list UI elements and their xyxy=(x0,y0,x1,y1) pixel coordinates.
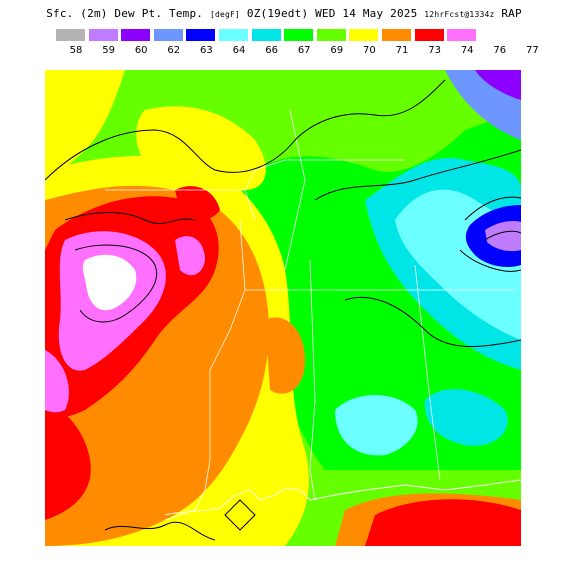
legend-label-63: 63 xyxy=(200,45,213,56)
field-59 xyxy=(485,220,521,252)
contour-line xyxy=(344,296,521,347)
border-line xyxy=(284,109,306,271)
field-64b xyxy=(335,395,418,456)
legend-swatch-64 xyxy=(219,29,248,41)
legend-label-62: 62 xyxy=(167,45,181,56)
legend-swatch-63 xyxy=(186,29,216,41)
legend-label-58: 58 xyxy=(69,45,83,56)
legend-label-73: 73 xyxy=(428,45,441,56)
legend-label-69: 69 xyxy=(330,45,344,56)
legend-swatch-71 xyxy=(382,29,411,41)
field-66b xyxy=(424,389,508,446)
contour-line xyxy=(459,249,521,272)
field-73c xyxy=(365,499,521,546)
legend-swatch-73 xyxy=(414,29,444,41)
legend-label-66: 66 xyxy=(265,45,278,56)
border-line xyxy=(244,159,405,191)
dewpoint-contours xyxy=(45,79,521,541)
legend-swatch-58 xyxy=(56,29,85,41)
coastline xyxy=(164,479,521,516)
field-71b xyxy=(265,317,305,394)
contour-line xyxy=(74,244,158,323)
contour-line xyxy=(45,79,446,181)
legend-swatch-60 xyxy=(121,29,151,41)
legend-swatch-70 xyxy=(349,29,379,41)
field-70-north xyxy=(45,70,125,180)
dewpoint-map xyxy=(45,70,521,546)
field-74c xyxy=(45,350,69,413)
title-init: 12hrFcst@1334z xyxy=(424,10,495,19)
field-70b xyxy=(136,106,266,190)
legend-label-64: 64 xyxy=(232,45,246,56)
title-model: RAP xyxy=(501,7,522,20)
border-line xyxy=(209,219,246,460)
border-line xyxy=(414,264,441,481)
contour-line xyxy=(64,212,196,225)
title-main: Sfc. (2m) Dew Pt. Temp. xyxy=(46,7,204,20)
legend-swatch-67 xyxy=(284,29,314,41)
title-time: 0Z(19edt) WED 14 May 2025 xyxy=(246,7,418,20)
legend-label-71: 71 xyxy=(395,45,409,56)
legend-swatch-69 xyxy=(316,29,346,41)
legend-swatch-59 xyxy=(88,29,118,41)
state-borders xyxy=(105,109,515,521)
border-line xyxy=(309,259,316,501)
field-76 xyxy=(82,254,137,311)
legend-label-59: 59 xyxy=(102,45,115,56)
legend-label-60: 60 xyxy=(134,45,148,56)
field-73d xyxy=(175,186,220,220)
contour-line xyxy=(484,230,521,241)
contour-line xyxy=(464,196,521,221)
legend-label-70: 70 xyxy=(363,45,376,56)
legend-label-67: 67 xyxy=(297,45,311,56)
contour-line xyxy=(314,149,521,201)
contour-line xyxy=(224,499,256,531)
legend-swatch-62 xyxy=(153,29,183,41)
field-73b xyxy=(45,400,91,520)
legend-swatch-66 xyxy=(251,29,281,41)
contour-line xyxy=(104,521,216,541)
title-units: [degF] xyxy=(209,10,241,19)
map-title: Sfc. (2m) Dew Pt. Temp. [degF] 0Z(19edt)… xyxy=(0,7,568,20)
legend-swatch-74 xyxy=(447,29,477,41)
field-60 xyxy=(475,70,521,100)
map-canvas xyxy=(45,70,521,546)
legend-label-77: 77 xyxy=(526,45,539,56)
legend-label-76: 76 xyxy=(493,45,507,56)
legend-label-74: 74 xyxy=(460,45,474,56)
field-74b xyxy=(175,236,205,276)
border-line xyxy=(164,459,211,521)
